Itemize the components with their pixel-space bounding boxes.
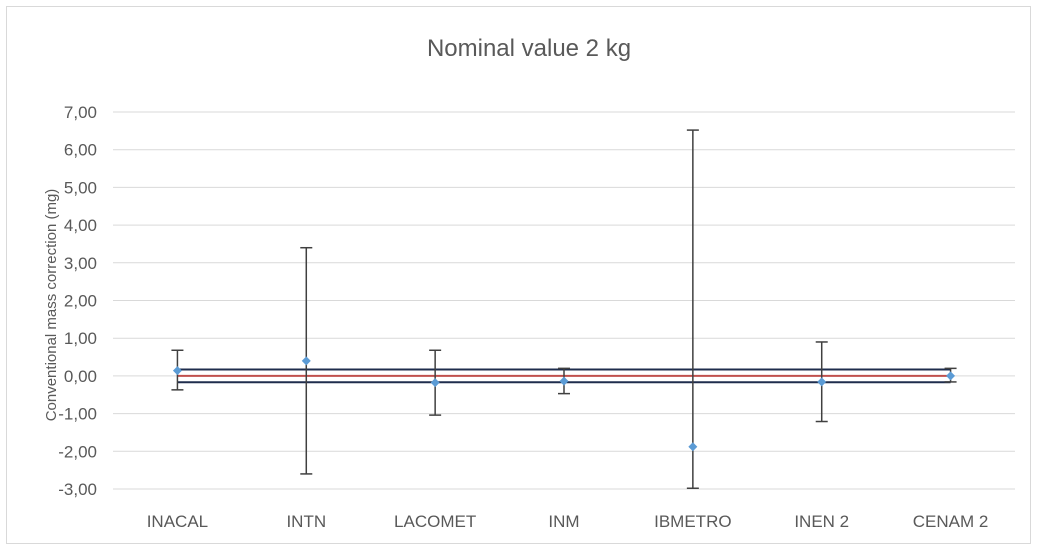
data-point: [946, 371, 956, 381]
y-tick-label: 5,00: [64, 178, 97, 197]
x-tick-labels: INACAL INTN LACOMET INM IBMETRO INEN 2 CENAM 2: [147, 512, 989, 531]
y-tick-label: 6,00: [64, 141, 97, 160]
y-tick-label: 1,00: [64, 329, 97, 348]
y-tick-label: 0,00: [64, 367, 97, 386]
data-point: [430, 378, 440, 388]
data-point: [688, 442, 698, 452]
grid-lines: [113, 111, 1015, 490]
data-point: [301, 356, 311, 366]
error-bars: [171, 129, 957, 489]
y-tick-labels: 7,00 6,00 5,00 4,00 3,00 2,00 1,00 0,00 -1,00 -2,…: [58, 103, 97, 499]
x-tick-label: INTN: [286, 512, 326, 531]
y-tick-label: 7,00: [64, 103, 97, 122]
x-tick-label: INM: [548, 512, 579, 531]
x-tick-label: INEN 2: [794, 512, 849, 531]
data-point: [559, 376, 569, 386]
y-tick-label: 2,00: [64, 292, 97, 311]
chart-title: Nominal value 2 kg: [427, 35, 631, 62]
y-tick-label: -2,00: [58, 442, 97, 461]
x-tick-label: IBMETRO: [654, 512, 731, 531]
data-point: [172, 366, 182, 376]
data-point: [817, 377, 827, 387]
x-tick-label: INACAL: [147, 512, 208, 531]
data-points: [172, 356, 956, 452]
y-tick-label: -3,00: [58, 480, 97, 499]
y-tick-label: -1,00: [58, 405, 97, 424]
chart-frame: [6, 6, 1031, 544]
y-tick-label: 4,00: [64, 216, 97, 235]
y-tick-label: 3,00: [64, 254, 97, 273]
x-tick-label: LACOMET: [394, 512, 476, 531]
x-tick-label: CENAM 2: [913, 512, 989, 531]
y-axis-label: Conventional mass correction (mg): [43, 189, 60, 422]
